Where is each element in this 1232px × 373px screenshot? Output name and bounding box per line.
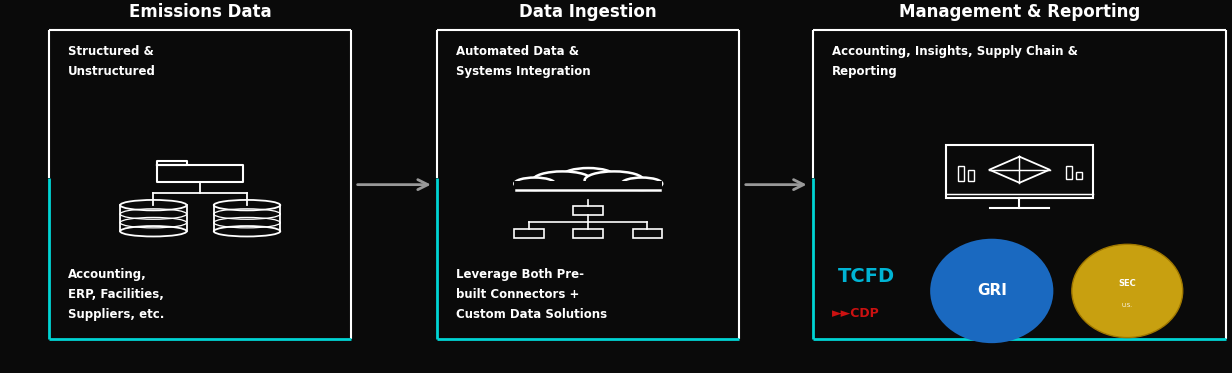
Bar (633, 229, 663, 238)
Text: TCFD: TCFD (838, 267, 894, 285)
Circle shape (585, 172, 644, 189)
Bar (946, 145, 1094, 198)
Text: Accounting,
ERP, Facilities,
Suppliers, etc.: Accounting, ERP, Facilities, Suppliers, … (68, 268, 164, 321)
Text: Structured &
Unstructured: Structured & Unstructured (68, 45, 155, 78)
Text: ►►CDP: ►►CDP (832, 307, 880, 320)
Text: U.S.: U.S. (1122, 303, 1132, 308)
Text: SEC: SEC (1119, 279, 1136, 288)
Bar (958, 166, 965, 181)
Circle shape (532, 172, 591, 189)
Ellipse shape (1072, 244, 1183, 338)
Bar (574, 206, 604, 215)
Text: Automated Data &
Systems Integration: Automated Data & Systems Integration (456, 45, 590, 78)
Circle shape (515, 178, 554, 190)
Circle shape (622, 178, 663, 190)
Bar (574, 229, 604, 238)
Circle shape (562, 168, 614, 184)
Ellipse shape (930, 239, 1053, 343)
Text: Accounting, Insights, Supply Chain &
Reporting: Accounting, Insights, Supply Chain & Rep… (832, 45, 1078, 78)
Bar (968, 170, 975, 181)
FancyBboxPatch shape (515, 181, 663, 191)
Bar (1066, 166, 1072, 179)
Text: Data Ingestion: Data Ingestion (520, 3, 657, 21)
Text: Leverage Both Pre-
built Connectors +
Custom Data Solutions: Leverage Both Pre- built Connectors + Cu… (456, 268, 607, 321)
Text: Management & Reporting: Management & Reporting (899, 3, 1140, 21)
Bar (1077, 172, 1083, 179)
Text: GRI: GRI (977, 283, 1007, 298)
Text: Emissions Data: Emissions Data (129, 3, 271, 21)
Bar (515, 229, 545, 238)
